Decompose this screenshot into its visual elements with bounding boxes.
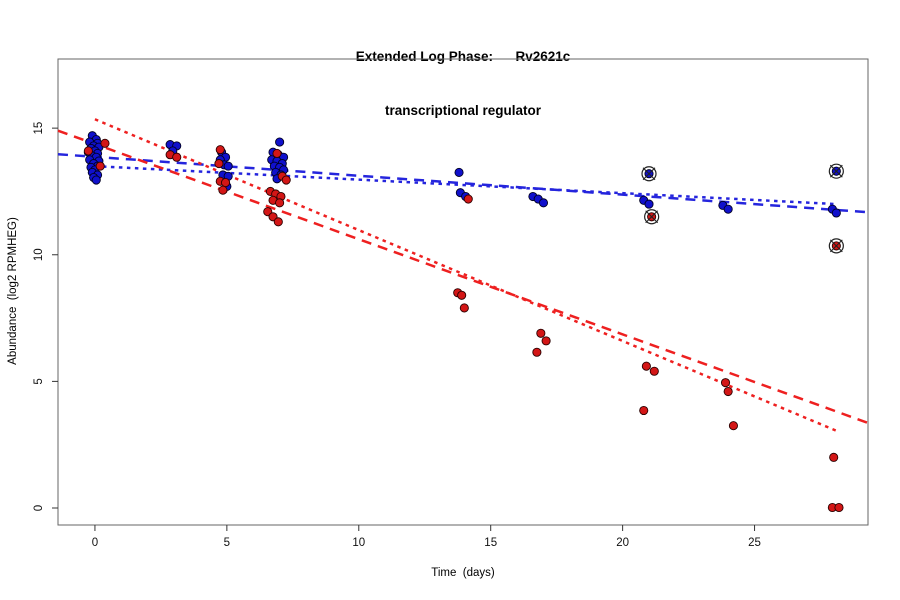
y-tick-label: 0 — [33, 505, 45, 511]
data-point-red — [214, 159, 224, 169]
x-axis-label: Time (days) — [431, 567, 495, 579]
trend-line-blue-dashed — [57, 152, 869, 214]
data-point-red — [273, 217, 283, 227]
outlier-ring — [644, 209, 660, 225]
outlier-cross — [642, 167, 656, 181]
trend-line-blue-dotted — [94, 164, 837, 206]
data-point-red — [275, 198, 285, 208]
data-point-red — [220, 178, 231, 188]
outlier-cross — [829, 239, 843, 253]
data-point-red — [532, 347, 542, 357]
outlier-cross — [829, 164, 843, 178]
data-point-red — [541, 336, 551, 346]
y-axis-label: Abundance (log2 RPMHEG) — [7, 217, 19, 365]
outlier-cross — [645, 210, 659, 224]
x-tick-label: 5 — [224, 537, 230, 549]
data-point-red — [172, 152, 182, 162]
data-point-blue — [538, 198, 549, 208]
data-point-red — [215, 145, 225, 155]
data-point-red — [218, 185, 228, 195]
chart-title: Extended Log Phase: Rv2621c transcriptio… — [58, 12, 868, 156]
outlier-ring — [641, 166, 657, 182]
y-tick-label: 5 — [33, 378, 45, 384]
data-point-red — [723, 386, 733, 397]
data-point-red — [100, 138, 110, 148]
trend-line-red-dotted — [94, 118, 837, 432]
data-point-blue — [275, 137, 285, 147]
data-point-red — [463, 194, 473, 204]
x-tick-label: 25 — [748, 537, 761, 549]
data-point-blue — [831, 208, 841, 218]
data-point-blue — [723, 204, 733, 214]
data-point-red — [536, 328, 546, 338]
chart-title-line2: transcriptional regulator — [384, 103, 542, 118]
data-point-red — [457, 290, 467, 300]
y-tick-label: 15 — [33, 122, 45, 135]
data-point-red — [641, 361, 651, 371]
data-point-red — [834, 502, 844, 513]
x-tick-label: 20 — [616, 537, 629, 549]
data-point-blue — [454, 167, 464, 178]
data-point-blue — [223, 161, 233, 171]
plot-box — [57, 58, 869, 526]
data-point-red — [639, 405, 649, 416]
data-point-red — [720, 378, 731, 388]
x-tick-label: 0 — [92, 537, 98, 549]
trend-line-red-dashed — [57, 129, 869, 425]
data-point-red — [83, 146, 93, 156]
data-point-red — [728, 421, 738, 431]
data-point-blue — [644, 199, 654, 209]
data-point-red — [649, 366, 659, 376]
data-point-red — [95, 161, 105, 171]
y-tick-label: 10 — [33, 248, 45, 261]
x-tick-label: 15 — [484, 537, 497, 549]
chart-title-line1: Extended Log Phase: Rv2621c — [355, 49, 571, 64]
outlier-ring — [828, 238, 844, 254]
data-point-red — [459, 303, 469, 313]
data-point-red — [281, 175, 291, 185]
data-point-blue — [91, 175, 101, 185]
x-tick-label: 10 — [352, 537, 365, 549]
data-point-red — [829, 452, 839, 462]
outlier-ring — [828, 163, 844, 179]
data-point-red — [272, 148, 282, 159]
